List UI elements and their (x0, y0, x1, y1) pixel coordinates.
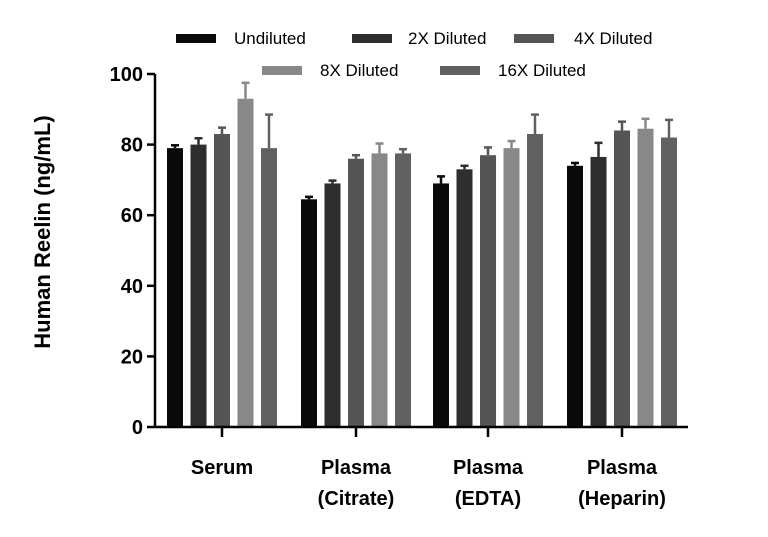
bar (395, 153, 411, 428)
legend-swatch (176, 34, 216, 43)
y-tick-label: 20 (121, 346, 143, 368)
legend-label: Undiluted (234, 29, 306, 48)
bar (567, 165, 583, 427)
bar (214, 134, 230, 427)
bars (167, 81, 677, 428)
legend-swatch (440, 66, 480, 75)
y-tick-label: 60 (121, 205, 143, 227)
legend-label: 4X Diluted (574, 29, 652, 48)
bar (480, 155, 496, 427)
bar (661, 137, 677, 428)
bar (433, 183, 449, 427)
x-tick-label: Serum (191, 457, 253, 479)
legend-swatch (352, 34, 392, 43)
legend-swatch (262, 66, 302, 75)
y-tick-label: 0 (132, 417, 143, 439)
bar (371, 153, 388, 428)
bar (348, 158, 364, 427)
x-tick-label: (EDTA) (455, 488, 521, 510)
bar (167, 148, 183, 427)
bar (614, 130, 630, 428)
y-tick-label: 80 (121, 135, 143, 157)
y-tick-label: 40 (121, 276, 143, 298)
bar (637, 128, 654, 427)
y-axis-title: Human Reelin (ng/mL) (30, 115, 55, 348)
bar (324, 183, 341, 427)
legend: Undiluted 2X Diluted 4X Diluted 8X Diluted 1… (176, 29, 652, 80)
axes: 0 20 40 60 80 100 Serum Plasma (Citrate) Plasma (E… (110, 64, 688, 510)
legend-swatch (514, 34, 554, 43)
bar (261, 148, 277, 427)
bar (237, 98, 254, 428)
x-tick-label: Plasma (321, 457, 392, 479)
bar (527, 134, 543, 427)
bar (590, 156, 607, 427)
bar (190, 144, 207, 427)
x-tick-label: (Heparin) (578, 488, 666, 510)
bar (503, 148, 520, 427)
x-tick-label: Plasma (453, 457, 524, 479)
legend-label: 8X Diluted (320, 61, 398, 80)
legend-label: 2X Diluted (408, 29, 486, 48)
bar (301, 199, 317, 427)
y-tick-label: 100 (110, 64, 143, 86)
bar (456, 169, 473, 427)
x-tick-label: Plasma (587, 457, 658, 479)
x-tick-label: (Citrate) (318, 488, 395, 510)
legend-label: 16X Diluted (498, 61, 586, 80)
